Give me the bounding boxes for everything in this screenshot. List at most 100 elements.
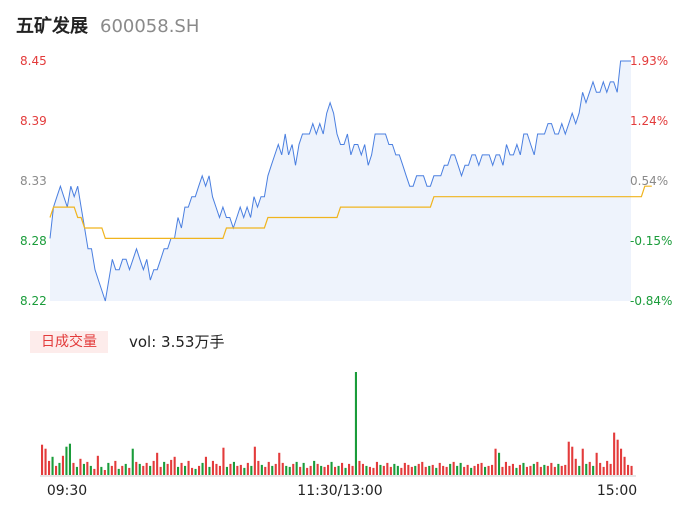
volume-bar (79, 458, 82, 475)
volume-bar (403, 462, 406, 475)
volume-bar (103, 470, 106, 475)
volume-bar (578, 465, 581, 475)
volume-bar (525, 466, 528, 475)
volume-bar (145, 462, 148, 475)
volume-bar (180, 462, 183, 475)
price-line-layer (49, 60, 631, 302)
volume-bar (501, 466, 504, 475)
volume-bar (442, 465, 445, 475)
volume-bar (194, 468, 197, 475)
volume-bar (438, 462, 441, 475)
volume-bar (511, 463, 514, 475)
volume-bar (539, 466, 542, 475)
volume-tag: 日成交量 (30, 331, 108, 353)
volume-bar (124, 463, 127, 475)
volume-bar (100, 466, 103, 475)
time-tick: 15:00 (597, 483, 637, 499)
volume-bar (567, 441, 570, 475)
volume-bar (114, 460, 117, 475)
volume-bar (452, 461, 455, 475)
pct-tick: 1.93% (630, 54, 668, 68)
volume-bar (334, 466, 337, 475)
volume-bar (107, 462, 110, 475)
volume-bar (75, 466, 78, 475)
volume-bar (361, 463, 364, 475)
price-axis: 8.45 8.39 8.33 8.28 8.22 (20, 54, 47, 308)
volume-bar (368, 466, 371, 475)
avg-line-layer (49, 185, 652, 239)
volume-bar (473, 465, 476, 475)
volume-bar (459, 462, 462, 475)
volume-bar (257, 460, 260, 475)
volume-bar (599, 462, 602, 475)
stock-header: 五矿发展 600058.SH (16, 12, 199, 40)
volume-bar (184, 465, 187, 475)
volume-bar (407, 464, 410, 475)
volume-bar (191, 467, 194, 475)
volume-bar (316, 463, 319, 475)
volume-bar (389, 466, 392, 475)
volume-bar (96, 455, 99, 475)
volume-bar (110, 465, 113, 475)
volume-bar (546, 465, 549, 475)
volume-bar (152, 460, 155, 475)
volume-bar (372, 467, 375, 475)
volume-bar (208, 466, 211, 475)
volume-value: 3.53万手 (161, 333, 225, 351)
price-tick: 8.39 (20, 114, 47, 128)
volume-bar (494, 448, 497, 475)
volume-bar (571, 446, 574, 475)
volume-bar (320, 465, 323, 475)
volume-bar (484, 466, 487, 475)
volume-bar (627, 464, 630, 475)
volume-bar (239, 464, 242, 475)
volume-bar (48, 460, 51, 475)
volume-bar (574, 458, 577, 475)
volume-bar (187, 460, 190, 475)
stock-name: 五矿发展 (16, 16, 88, 37)
volume-bar (204, 456, 207, 475)
volume-bar (278, 452, 281, 475)
volume-bar (358, 460, 361, 475)
volume-bar (65, 446, 68, 475)
volume-bar (428, 465, 431, 475)
volume-bar (306, 467, 309, 475)
volume-bar (449, 463, 452, 475)
volume-bar (498, 452, 501, 475)
volume-bar (504, 461, 507, 475)
volume-bar (225, 466, 228, 475)
volume-bar (508, 465, 511, 475)
volume-bar (274, 463, 277, 475)
volume-bar (131, 448, 134, 475)
volume-bar (557, 463, 560, 475)
volume-bar (386, 462, 389, 475)
volume-bar (609, 463, 612, 475)
pct-tick: -0.15% (630, 234, 672, 248)
volume-bar (543, 464, 546, 475)
volume-bar (487, 465, 490, 475)
volume-bar (480, 462, 483, 475)
volume-bar (302, 462, 305, 475)
volume-bar (553, 466, 556, 475)
volume-bar (260, 464, 263, 475)
volume-bar (309, 465, 312, 475)
volume-bar (170, 459, 173, 475)
volume-readout: vol: 3.53万手 (129, 331, 224, 353)
volume-bar (341, 462, 344, 475)
volume-bar (177, 466, 180, 475)
volume-bar (396, 465, 399, 475)
volume-bar (121, 465, 124, 475)
volume-bar (529, 465, 532, 475)
price-area-layer (50, 61, 631, 301)
volume-bar (606, 460, 609, 475)
volume-bar (271, 465, 274, 475)
volume-bar (327, 464, 330, 475)
price-tick: 8.45 (20, 54, 47, 68)
volume-bar (138, 463, 141, 475)
volume-bar (518, 464, 521, 475)
volume-bar (602, 466, 605, 475)
volume-bar (68, 443, 71, 475)
volume-bar (149, 465, 152, 475)
volume-bar (313, 460, 316, 475)
